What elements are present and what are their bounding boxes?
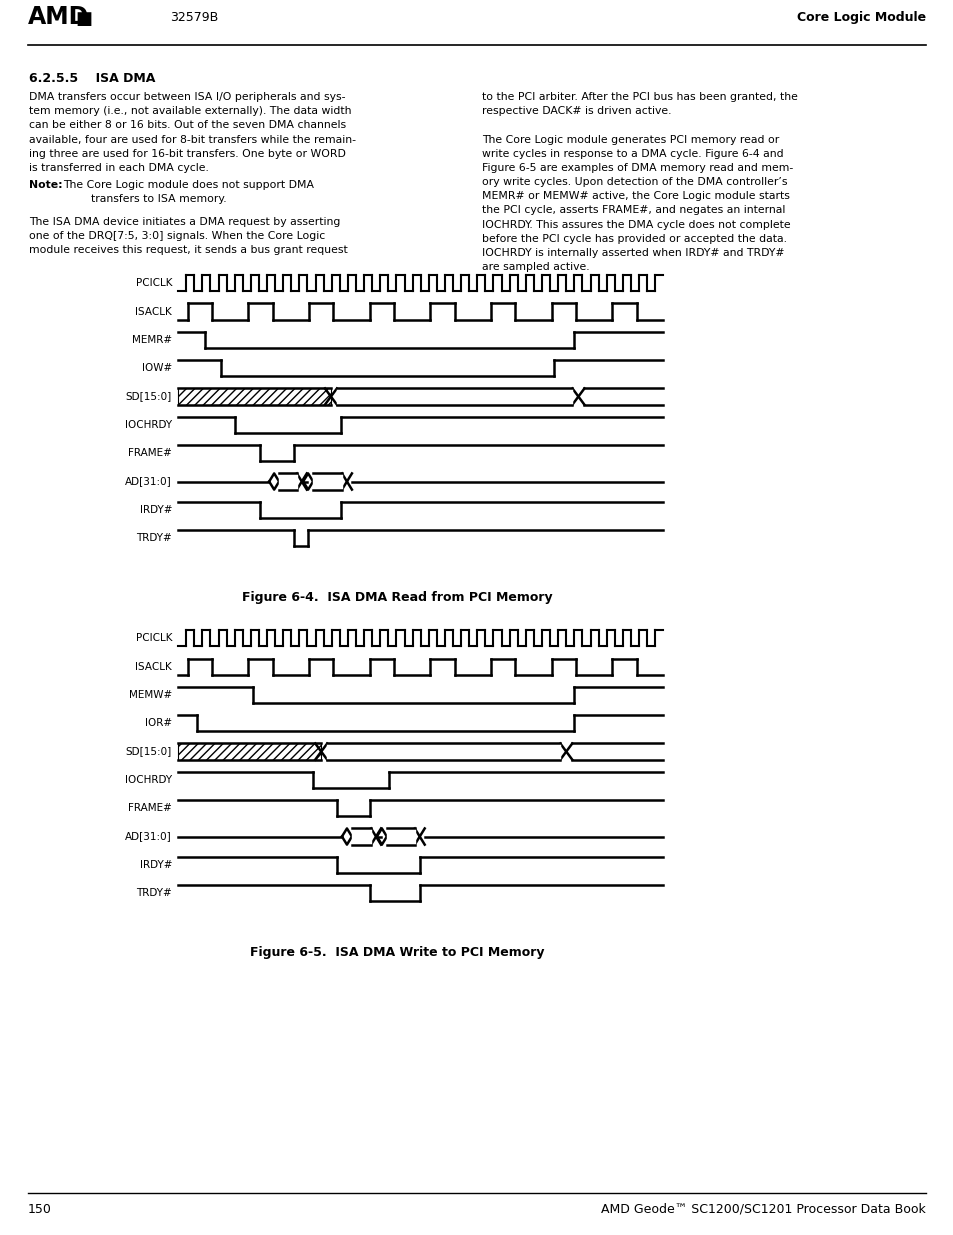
Polygon shape	[313, 473, 341, 489]
Text: The ISA DMA device initiates a DMA request by asserting
one of the DRQ[7:5, 3:0]: The ISA DMA device initiates a DMA reque…	[29, 216, 347, 254]
Text: SD[15:0]: SD[15:0]	[126, 747, 172, 757]
Text: 150: 150	[28, 1203, 51, 1215]
Text: IRDY#: IRDY#	[139, 505, 172, 515]
Text: Core Logic Module: Core Logic Module	[796, 11, 925, 23]
Text: Figure 6-5.  ISA DMA Write to PCI Memory: Figure 6-5. ISA DMA Write to PCI Memory	[250, 946, 544, 958]
Polygon shape	[336, 389, 572, 405]
Text: MEMW#: MEMW#	[129, 690, 172, 700]
Text: Note:: Note:	[29, 180, 62, 190]
Polygon shape	[387, 829, 415, 845]
Text: FRAME#: FRAME#	[128, 803, 172, 813]
Text: AMD Geode™ SC1200/SC1201 Processor Data Book: AMD Geode™ SC1200/SC1201 Processor Data …	[600, 1203, 925, 1215]
Text: ■: ■	[75, 10, 91, 28]
Text: 32579B: 32579B	[170, 11, 218, 23]
Polygon shape	[279, 473, 296, 489]
Text: IOR#: IOR#	[145, 719, 172, 729]
Polygon shape	[327, 743, 559, 760]
Text: DMA transfers occur between ISA I/O peripherals and sys-
tem memory (i.e., not a: DMA transfers occur between ISA I/O peri…	[29, 93, 355, 173]
Text: PCICLK: PCICLK	[135, 278, 172, 288]
Text: 6.2.5.5    ISA DMA: 6.2.5.5 ISA DMA	[29, 72, 154, 85]
Text: TRDY#: TRDY#	[136, 888, 172, 898]
Text: ISACLK: ISACLK	[135, 306, 172, 316]
Text: AD[31:0]: AD[31:0]	[125, 831, 172, 841]
Text: Figure 6-4.  ISA DMA Read from PCI Memory: Figure 6-4. ISA DMA Read from PCI Memory	[242, 590, 552, 604]
Text: The Core Logic module does not support DMA
        transfers to ISA memory.: The Core Logic module does not support D…	[64, 180, 314, 204]
Text: IOW#: IOW#	[142, 363, 172, 373]
Polygon shape	[352, 829, 371, 845]
Text: MEMR#: MEMR#	[132, 335, 172, 345]
Text: AMD: AMD	[28, 5, 90, 30]
Text: IRDY#: IRDY#	[139, 860, 172, 869]
Text: IOCHRDY: IOCHRDY	[125, 774, 172, 785]
Text: IOCHRDY: IOCHRDY	[125, 420, 172, 430]
Text: ISACLK: ISACLK	[135, 662, 172, 672]
Text: SD[15:0]: SD[15:0]	[126, 391, 172, 401]
Text: FRAME#: FRAME#	[128, 448, 172, 458]
Text: to the PCI arbiter. After the PCI bus has been granted, the
respective DACK# is : to the PCI arbiter. After the PCI bus ha…	[481, 93, 797, 272]
Text: PCICLK: PCICLK	[135, 634, 172, 643]
Text: AD[31:0]: AD[31:0]	[125, 477, 172, 487]
Text: TRDY#: TRDY#	[136, 534, 172, 543]
